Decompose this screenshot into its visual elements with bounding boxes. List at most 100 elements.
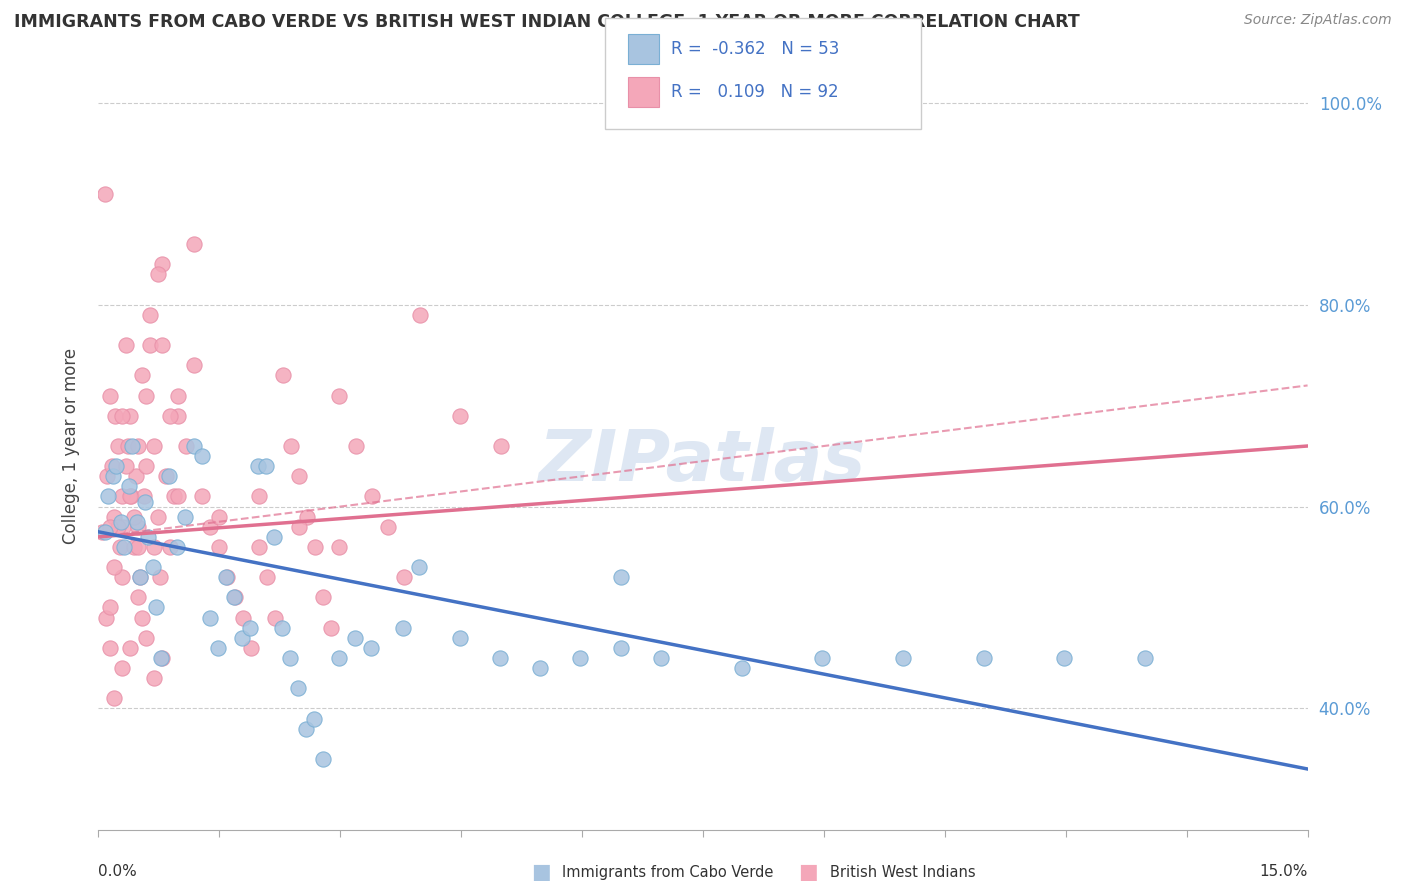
Text: Immigrants from Cabo Verde: Immigrants from Cabo Verde — [562, 865, 773, 880]
Point — [360, 490, 382, 504]
Point — [271, 368, 294, 383]
Point — [103, 560, 125, 574]
Point — [103, 509, 125, 524]
Point — [247, 459, 270, 474]
Text: ■: ■ — [531, 863, 551, 882]
Point — [304, 540, 326, 554]
Point — [114, 459, 136, 474]
Point — [271, 621, 294, 635]
Point — [127, 520, 149, 534]
Point — [449, 631, 471, 645]
Point — [247, 540, 270, 554]
Point — [207, 540, 229, 554]
Point — [149, 570, 172, 584]
Point — [127, 515, 149, 529]
Point — [118, 409, 141, 423]
Point — [121, 439, 143, 453]
Point — [101, 459, 124, 474]
Point — [131, 368, 153, 383]
Point — [138, 530, 160, 544]
Point — [167, 388, 190, 402]
Point — [489, 651, 512, 665]
Point — [105, 459, 128, 474]
Point — [131, 610, 153, 624]
Point — [111, 570, 134, 584]
Point — [232, 610, 254, 624]
Point — [304, 712, 326, 726]
Point — [121, 490, 143, 504]
Point — [112, 540, 135, 554]
Point — [139, 338, 162, 352]
Y-axis label: College, 1 year or more: College, 1 year or more — [62, 348, 80, 544]
Point — [142, 560, 165, 574]
Text: ZIPatlas: ZIPatlas — [540, 427, 866, 496]
Point — [155, 469, 177, 483]
Point — [135, 459, 157, 474]
Point — [127, 439, 149, 453]
Point — [143, 540, 166, 554]
Point — [118, 490, 141, 504]
Point — [118, 640, 141, 655]
Point — [98, 640, 121, 655]
Point — [239, 640, 262, 655]
Point — [103, 691, 125, 706]
Point — [215, 570, 238, 584]
Point — [328, 388, 350, 402]
Point — [167, 409, 190, 423]
Point — [328, 651, 350, 665]
Point — [150, 257, 173, 271]
Point — [125, 469, 148, 483]
Point — [288, 469, 311, 483]
Point — [134, 494, 156, 508]
Point — [128, 570, 150, 584]
Point — [408, 560, 430, 574]
Point — [328, 540, 350, 554]
Point — [200, 520, 222, 534]
Point — [91, 524, 114, 539]
Point — [392, 570, 415, 584]
Point — [98, 388, 121, 402]
Text: 15.0%: 15.0% — [1260, 864, 1308, 880]
Point — [127, 540, 149, 554]
Point — [107, 439, 129, 453]
Point — [163, 490, 186, 504]
Point — [108, 540, 131, 554]
Point — [190, 449, 212, 463]
Point — [409, 308, 432, 322]
Point — [731, 661, 754, 675]
Point — [215, 570, 238, 584]
Point — [311, 752, 333, 766]
Point — [111, 490, 134, 504]
Point — [891, 651, 914, 665]
Point — [312, 591, 335, 605]
Point — [264, 610, 287, 624]
Point — [143, 439, 166, 453]
Point — [295, 509, 318, 524]
Point — [288, 520, 311, 534]
Point — [94, 610, 117, 624]
Point — [143, 671, 166, 685]
Point — [135, 388, 157, 402]
Point — [1133, 651, 1156, 665]
Point — [377, 520, 399, 534]
Point — [94, 524, 117, 539]
Point — [295, 722, 318, 736]
Point — [183, 358, 205, 372]
Point — [94, 186, 117, 201]
Point — [287, 681, 309, 696]
Point — [278, 651, 301, 665]
Point — [174, 509, 197, 524]
Point — [222, 591, 245, 605]
Point — [159, 409, 181, 423]
Point — [118, 479, 141, 493]
Point — [973, 651, 995, 665]
Point — [107, 520, 129, 534]
Text: R =   0.109   N = 92: R = 0.109 N = 92 — [671, 83, 838, 101]
Point — [207, 509, 229, 524]
Point — [167, 490, 190, 504]
Point — [247, 490, 270, 504]
Point — [224, 591, 246, 605]
Point — [129, 570, 152, 584]
Point — [256, 570, 278, 584]
Point — [110, 515, 132, 529]
